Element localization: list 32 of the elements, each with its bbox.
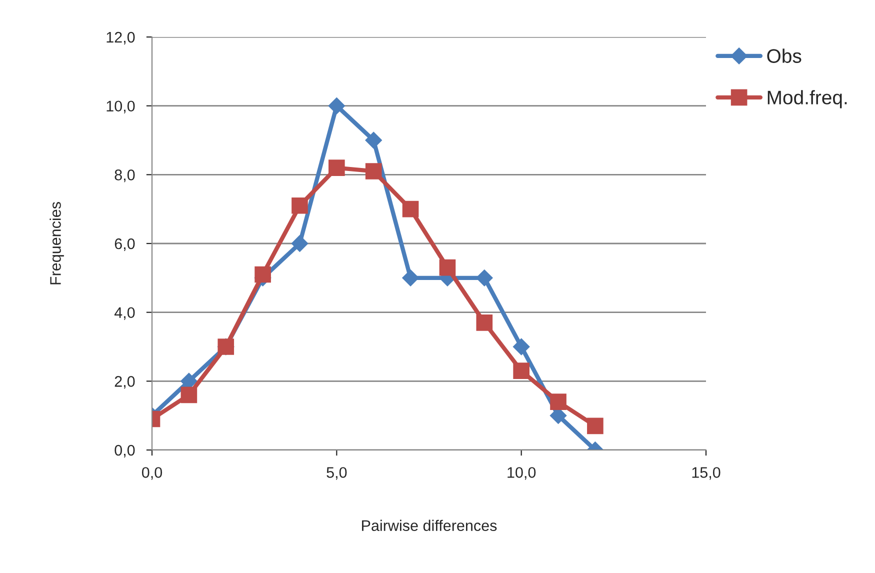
point <box>365 132 382 149</box>
point <box>402 200 419 218</box>
point <box>328 160 345 176</box>
y-tick-label: 4,0 <box>114 307 135 320</box>
point <box>402 270 419 286</box>
y-axis-title: Frequencies <box>50 202 64 284</box>
y-tick-label: 0,0 <box>114 444 135 458</box>
point <box>292 197 308 214</box>
point <box>439 259 456 276</box>
point <box>180 386 198 404</box>
point <box>365 163 382 180</box>
y-tick-label: 2,0 <box>114 376 135 389</box>
point <box>512 338 530 356</box>
x-tick-label: 15,0 <box>692 467 720 480</box>
legend-label: Mod.freq. <box>768 90 847 108</box>
point <box>254 266 271 283</box>
y-tick-label: 8,0 <box>114 170 135 182</box>
point <box>328 97 346 114</box>
point <box>513 362 530 379</box>
x-tick-label: 10,0 <box>508 467 536 480</box>
point <box>550 394 566 410</box>
legend-label: Obs <box>767 48 802 63</box>
y-tick-label: 12,0 <box>106 32 135 44</box>
x-axis-title: Pairwise differences <box>362 520 497 532</box>
point <box>587 418 604 434</box>
x-tick-label: 5,0 <box>326 467 347 480</box>
point <box>476 270 493 286</box>
y-tick-label: 6,0 <box>114 238 135 251</box>
x-tick-label: 0,0 <box>142 467 162 480</box>
y-tick-label: 10,0 <box>106 100 135 114</box>
point <box>476 314 493 331</box>
point <box>291 235 308 252</box>
